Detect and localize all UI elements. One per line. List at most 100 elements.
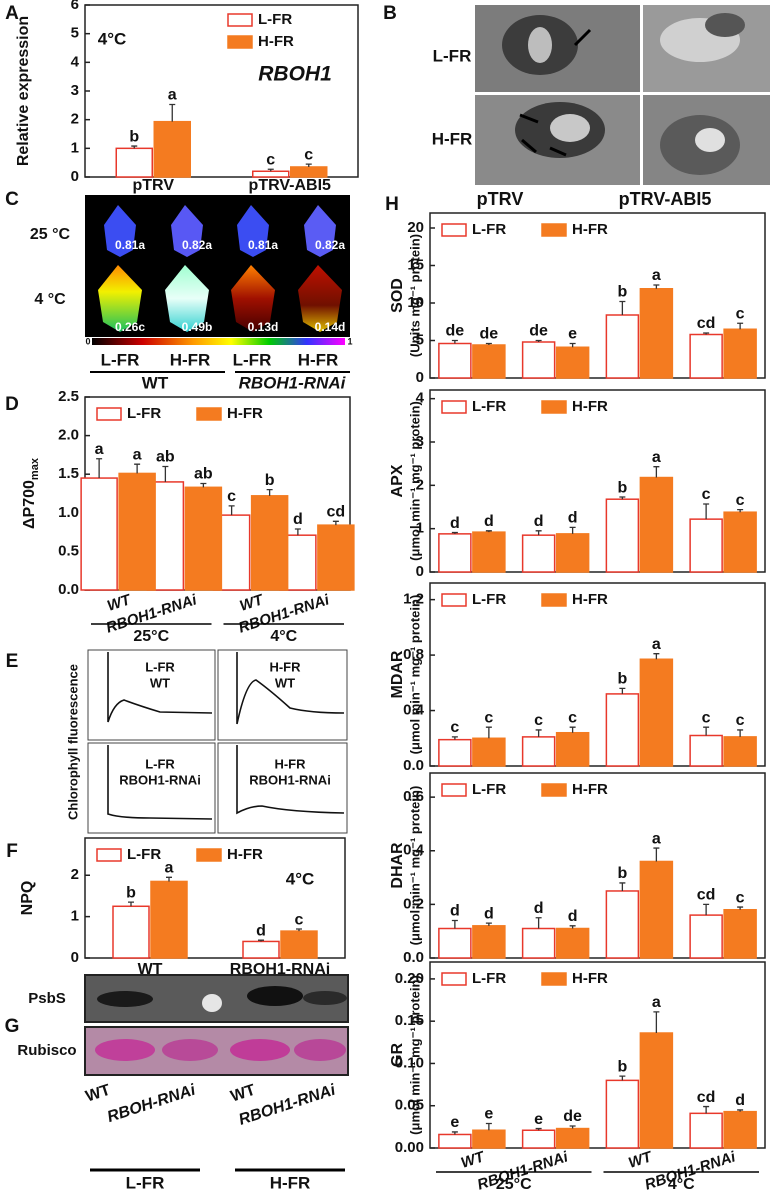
bar: [438, 927, 472, 959]
bar: [472, 344, 506, 379]
error-bar: [200, 482, 207, 488]
error-bar: [451, 531, 458, 534]
leaf-value: 0.82a: [182, 238, 212, 252]
legend-label: H-FR: [572, 781, 608, 798]
error-bar: [703, 332, 710, 335]
significance-letter: c: [568, 709, 577, 726]
column-label: H-FR: [170, 350, 211, 369]
panel-label: A: [5, 3, 19, 24]
bar: [555, 731, 590, 767]
plot-frame: [429, 212, 766, 379]
bar: [723, 511, 757, 573]
error-bar: [737, 322, 744, 330]
x-tick-label: WT: [105, 591, 134, 615]
significance-letter: c: [736, 889, 745, 906]
bar: [689, 333, 723, 379]
significance-letter: a: [652, 830, 661, 847]
y-tick-label: 4: [416, 390, 425, 407]
significance-letter: cd: [327, 504, 346, 521]
error-bar: [703, 503, 710, 520]
error-bar: [131, 145, 138, 149]
error-bar: [296, 928, 302, 932]
leaf-value: 0.81a: [248, 238, 278, 252]
error-bar: [451, 1131, 458, 1135]
significance-letter: a: [165, 860, 174, 877]
y-axis-label: Relative expression: [15, 16, 32, 166]
error-bar: [162, 465, 169, 482]
y-tick-label: 0.00: [395, 1139, 424, 1156]
y-tick-label: 1: [416, 520, 424, 537]
bar: [112, 905, 150, 959]
group-label: 25°C: [496, 1176, 532, 1193]
bar: [723, 736, 757, 767]
bar: [472, 737, 506, 767]
legend-swatch: [541, 593, 567, 607]
error-bar: [653, 653, 660, 660]
error-bar: [737, 906, 744, 910]
significance-letter: d: [293, 511, 303, 528]
error-bar: [535, 729, 542, 737]
y-axis-label: SOD: [389, 278, 406, 313]
y-tick-label: 3: [71, 82, 79, 99]
x-tick-label: WT: [459, 1148, 488, 1172]
error-bar: [305, 163, 312, 167]
trace-label: WT: [150, 675, 170, 690]
significance-letter: b: [617, 479, 627, 496]
bar: [639, 476, 674, 573]
leaf-value: 0.26c: [115, 320, 145, 334]
y-tick-label: 1: [71, 908, 79, 925]
bar: [723, 908, 757, 959]
y-tick-label: 0.10: [395, 1054, 424, 1071]
lane-label: WT: [229, 1082, 258, 1106]
significance-letter: b: [265, 472, 275, 489]
y-tick-label: 10: [407, 294, 424, 311]
bar: [438, 533, 472, 573]
y-axis-label: (Units mg⁻¹ protein): [407, 234, 422, 357]
significance-letter: d: [568, 908, 578, 925]
bar: [639, 860, 674, 959]
y-axis-label: (μmol min⁻¹ mg⁻¹ protein): [407, 595, 422, 755]
bar: [184, 486, 223, 591]
significance-letter: cd: [697, 887, 716, 904]
error-bar: [128, 901, 134, 907]
trace-label: H-FR: [269, 659, 301, 674]
bar: [723, 328, 757, 379]
significance-letter: ab: [194, 466, 213, 483]
error-bar: [569, 925, 576, 929]
significance-letter: b: [617, 1058, 627, 1075]
legend-swatch: [541, 223, 567, 237]
error-bar: [569, 526, 576, 534]
significance-letter: c: [450, 719, 459, 736]
error-bar: [169, 103, 176, 122]
bar: [80, 477, 118, 591]
error-bar: [228, 505, 235, 516]
significance-letter: b: [617, 284, 627, 301]
y-axis-label-sub: max: [29, 457, 41, 480]
significance-letter: cd: [697, 315, 716, 332]
panel-label: D: [5, 394, 19, 415]
y-tick-label: 6: [71, 0, 79, 13]
significance-letter: d: [484, 905, 494, 922]
legend-swatch: [196, 848, 222, 862]
error-bar: [535, 1127, 542, 1131]
trace-label: WT: [275, 675, 295, 690]
error-bar: [166, 876, 172, 882]
bar: [250, 495, 289, 591]
error-bar: [703, 726, 710, 736]
panel-label: G: [5, 1016, 20, 1037]
y-tick-label: 3: [416, 433, 424, 450]
error-bar: [535, 339, 542, 342]
y-axis-label: NPQ: [19, 881, 36, 916]
significance-letter: c: [736, 712, 745, 729]
error-bar: [451, 919, 458, 929]
annotation: 4°C: [286, 869, 315, 888]
panel-e-traces: [87, 649, 348, 834]
significance-letter: d: [534, 900, 544, 917]
error-bar: [258, 939, 264, 942]
error-bar: [485, 530, 492, 533]
group-label: RBOH1-RNAi: [239, 373, 347, 392]
error-bar: [569, 342, 576, 348]
lane-label: RBOH-RNAi: [105, 1081, 198, 1126]
group-label: 4°C: [270, 628, 297, 645]
